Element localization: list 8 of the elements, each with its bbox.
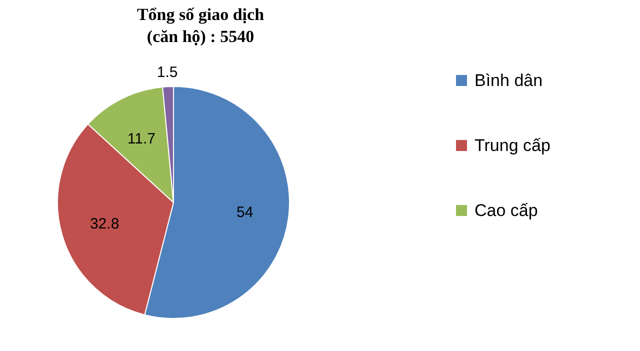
legend-label: Cao cấp bbox=[474, 201, 538, 220]
data-label: 1.5 bbox=[156, 64, 178, 82]
chart-title: Tổng số giao dịch (căn hộ) : 5540 bbox=[136, 5, 265, 46]
legend-label: Trung cấp bbox=[474, 136, 550, 155]
legend-label: Bình dân bbox=[474, 71, 543, 90]
data-label: 11.7 bbox=[127, 130, 156, 148]
data-label: 32.8 bbox=[90, 216, 120, 232]
data-label: 54 bbox=[236, 204, 254, 222]
